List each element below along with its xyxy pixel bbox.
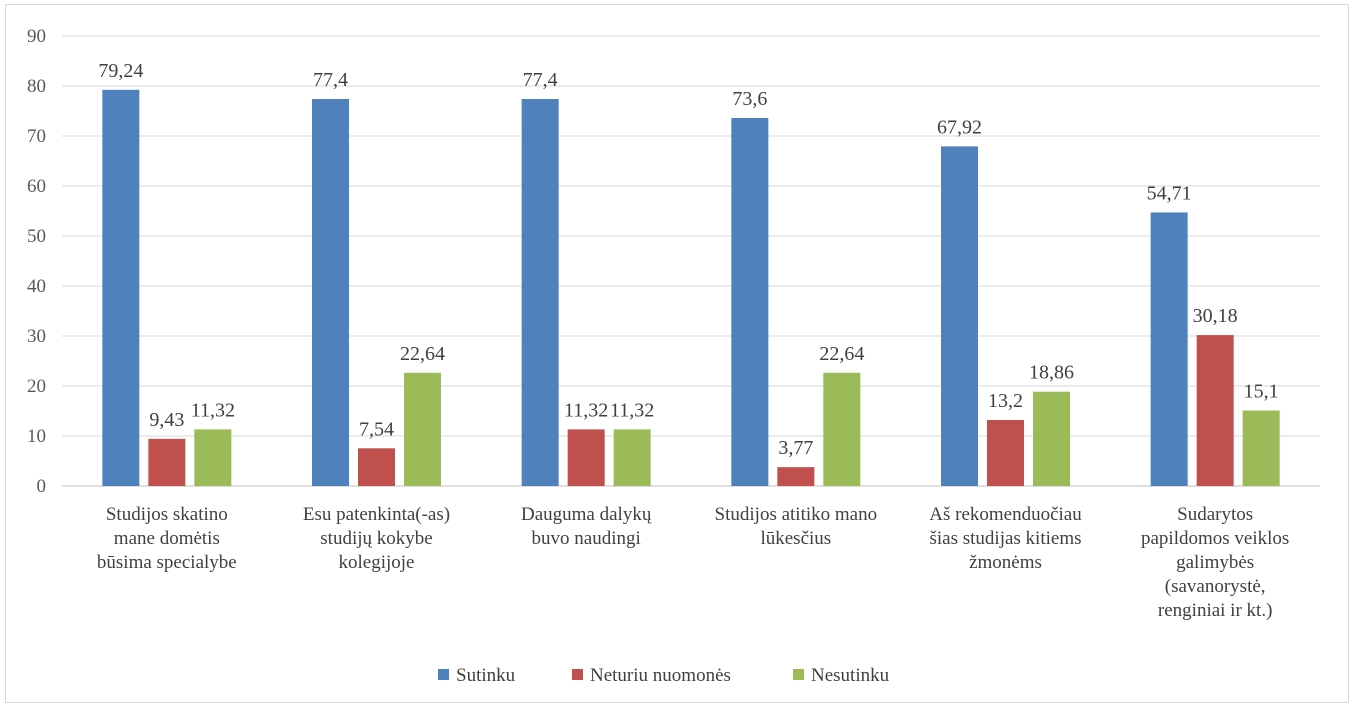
- x-category-label-line: studijų kokybe: [320, 528, 432, 549]
- data-label: 77,4: [313, 69, 348, 91]
- data-label: 11,32: [610, 399, 654, 421]
- x-category-label-line: galimybės: [1176, 552, 1254, 573]
- y-axis-tick-labels: 0 10 20 30 40 50 60 70 80 90: [27, 26, 46, 497]
- y-tick-label: 50: [27, 226, 46, 247]
- data-label: 11,32: [191, 399, 235, 421]
- y-tick-label: 90: [27, 26, 46, 47]
- x-category-label-line: Aš rekomenduočiau: [929, 504, 1082, 525]
- x-category-label: Dauguma dalykų buvo naudingi: [521, 504, 652, 549]
- bar: [987, 420, 1024, 486]
- x-category-label-line: kolegijoje: [339, 552, 415, 573]
- x-category-label-line: lūkesčius: [760, 528, 831, 549]
- bar: [1033, 391, 1070, 486]
- x-category-label-line: buvo naudingi: [532, 528, 641, 549]
- y-tick-label: 10: [27, 426, 46, 447]
- bar: [102, 89, 140, 487]
- bar: [148, 438, 186, 486]
- legend-label: Nesutinku: [811, 665, 890, 686]
- x-category-label-line: Dauguma dalykų: [521, 504, 652, 525]
- y-tick-label: 20: [27, 376, 46, 397]
- data-label: 3,77: [778, 437, 813, 459]
- bar: [404, 372, 441, 486]
- data-label: 11,32: [564, 399, 608, 421]
- legend: Sutinku Neturiu nuomonės Nesutinku: [438, 665, 890, 686]
- data-label: 67,92: [937, 116, 982, 138]
- bar: [1242, 410, 1280, 486]
- bar: [731, 118, 769, 486]
- data-label: 30,18: [1193, 305, 1238, 327]
- x-category-label-line: renginiai ir kt.): [1158, 600, 1273, 621]
- y-tick-label: 80: [27, 76, 46, 97]
- bar: [567, 429, 605, 486]
- data-label: 9,43: [149, 409, 184, 431]
- bar: [358, 448, 395, 486]
- x-category-label-line: Studijos atitiko mano: [715, 504, 878, 525]
- y-tick-label: 30: [27, 326, 46, 347]
- x-category-label-line: žmonėms: [969, 552, 1042, 573]
- chart-frame: [5, 4, 1349, 703]
- bar: [521, 99, 559, 486]
- legend-swatch: [572, 669, 583, 680]
- x-category-label: Studijos atitiko mano lūkesčius: [715, 504, 878, 549]
- x-category-label: Sudarytos papildomos veiklos galimybės (sav…: [1141, 504, 1289, 621]
- x-category-label: Aš rekomenduočiau šias studijas kitiems žm…: [929, 504, 1082, 573]
- x-category-label-line: būsima specialybe: [97, 552, 237, 573]
- data-label: 77,4: [523, 69, 558, 91]
- bar: [613, 429, 651, 486]
- gridlines: [62, 35, 1320, 487]
- data-label: 73,6: [732, 88, 767, 110]
- bar: [777, 467, 815, 486]
- y-tick-label: 60: [27, 176, 46, 197]
- data-label: 15,1: [1244, 381, 1279, 403]
- data-label: 18,86: [1029, 362, 1074, 384]
- bars: [102, 89, 1280, 487]
- x-category-label: Studijos skatino mane domėtis būsima speci…: [97, 504, 237, 573]
- bar: [941, 146, 978, 486]
- legend-swatch: [438, 669, 449, 680]
- data-label: 22,64: [819, 343, 864, 365]
- x-axis-category-labels: Studijos skatino mane domėtis būsima speci…: [97, 504, 1289, 621]
- data-label: 79,24: [98, 60, 143, 82]
- data-label: 54,71: [1147, 182, 1192, 204]
- x-category-label-line: šias studijas kitiems: [930, 528, 1082, 549]
- bar: [194, 429, 232, 486]
- legend-label: Sutinku: [456, 665, 516, 686]
- y-tick-label: 40: [27, 276, 46, 297]
- x-category-label-line: mane domėtis: [114, 528, 220, 549]
- x-category-label-line: Esu patenkinta(-as): [303, 504, 450, 525]
- x-category-label-line: Studijos skatino: [106, 504, 228, 525]
- data-label: 22,64: [400, 343, 445, 365]
- x-category-label: Esu patenkinta(-as) studijų kokybe kolegij…: [303, 504, 450, 573]
- y-tick-label: 70: [27, 126, 46, 147]
- x-category-label-line: (savanorystė,: [1165, 576, 1266, 597]
- legend-label: Neturiu nuomonės: [590, 665, 731, 686]
- x-category-label-line: papildomos veiklos: [1141, 528, 1289, 549]
- bar: [1150, 212, 1188, 486]
- y-tick-label: 0: [37, 476, 47, 497]
- bar: [1196, 335, 1234, 486]
- data-label: 13,2: [988, 390, 1023, 412]
- data-label: 7,54: [359, 418, 394, 440]
- legend-swatch: [793, 669, 804, 680]
- bar: [312, 99, 349, 486]
- x-category-label-line: Sudarytos: [1177, 504, 1253, 525]
- bar: [823, 372, 861, 486]
